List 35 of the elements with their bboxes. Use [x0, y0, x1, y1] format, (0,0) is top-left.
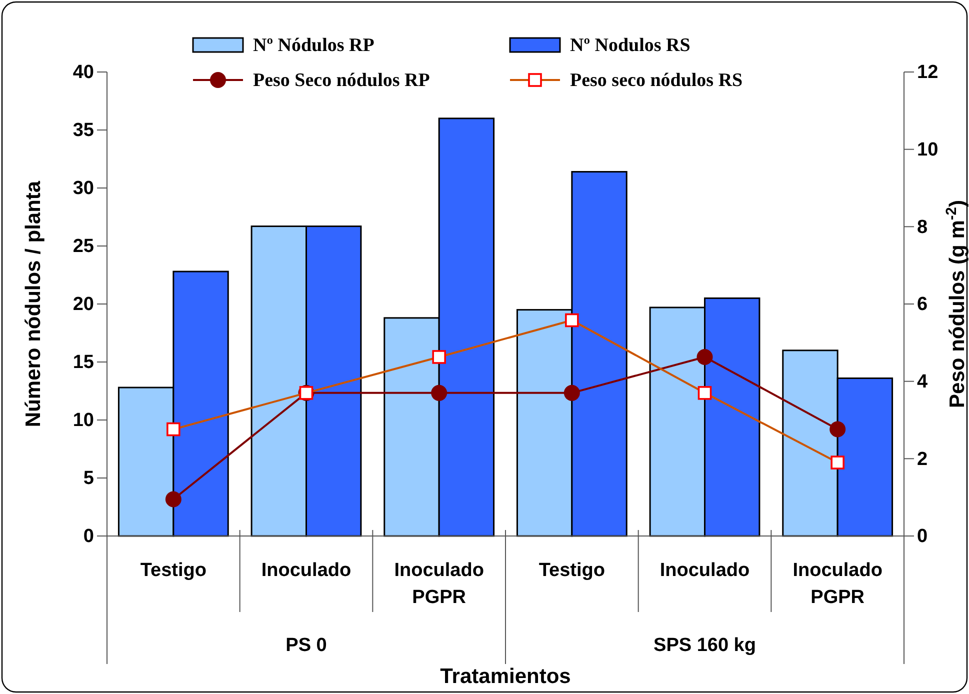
point	[165, 491, 182, 508]
point	[564, 384, 580, 401]
legend-label: Peso seco nódulos RS	[570, 70, 743, 91]
x-tick-label: Inoculado PGPR	[394, 560, 484, 608]
y2-tick-label: 12	[917, 62, 938, 84]
y2-tick-label: 4	[917, 371, 928, 392]
x-tick-label: Inoculado	[660, 560, 750, 581]
point	[830, 421, 846, 438]
x-tick-label: Inoculado	[261, 560, 352, 581]
x-tick-label: Testigo	[538, 560, 605, 581]
y2-tick-label: 6	[917, 294, 928, 316]
y-tick-label: 20	[72, 294, 94, 316]
x-tick-label: Inoculado PGPR	[792, 560, 882, 608]
y-tick-label: 25	[72, 236, 94, 258]
y-tick-label: 5	[83, 468, 94, 490]
y-tick-label: 15	[72, 352, 94, 374]
text: SPS 160 kg	[654, 635, 756, 656]
y2-tick-label: 0	[917, 526, 928, 548]
y-tick-label: 35	[72, 120, 94, 142]
y-tick-label: 10	[72, 410, 94, 432]
x-axis-title: Tratamientos	[440, 665, 571, 688]
y2-tick-label: 8	[917, 216, 928, 238]
point	[696, 348, 713, 365]
y-tick-label: 40	[72, 62, 94, 84]
y-tick-label: 0	[83, 526, 94, 548]
y2-tick-label: 2	[917, 448, 928, 470]
y-tick-label: 30	[72, 178, 94, 200]
y-axis-title: Número nódulos / planta	[22, 180, 45, 428]
y2-tick-label: 10	[917, 139, 938, 160]
legend-label: Nº Nódulos RP	[253, 35, 375, 56]
legend-label: Peso Seco nódulos RP	[253, 70, 430, 91]
legend-label: Nº Nodulos RS	[570, 35, 690, 56]
x-tick-label: Testigo	[140, 560, 206, 581]
point	[431, 384, 448, 401]
text: PS 0	[286, 635, 327, 656]
